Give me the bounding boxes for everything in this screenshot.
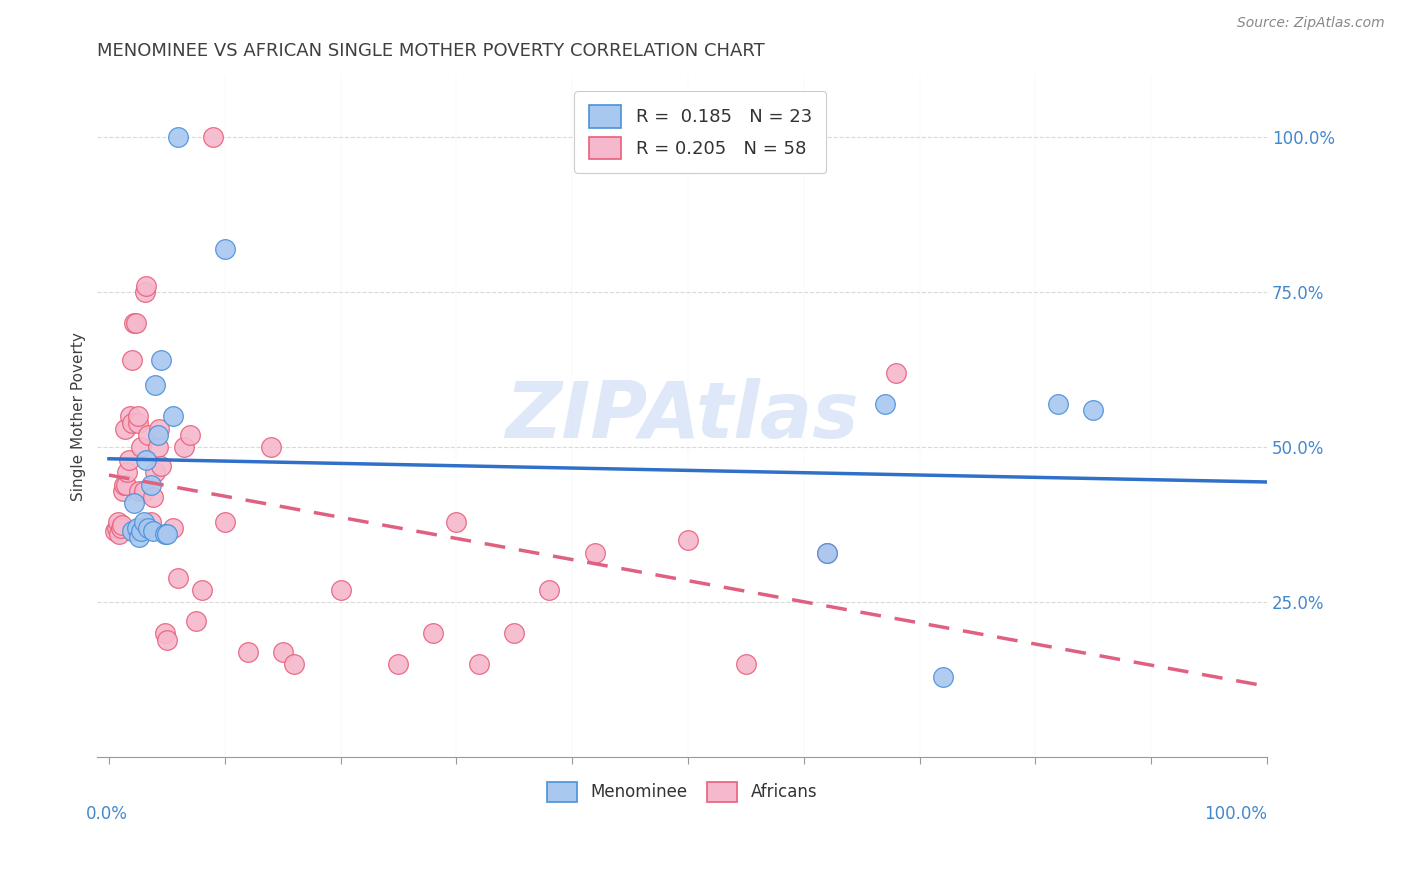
Point (1083, 403, 1105, 417)
Point (167, 570, 190, 584)
Point (107, 515, 129, 529)
Point (112, 477, 135, 491)
Point (134, 285, 156, 300)
Point (127, 409, 149, 424)
Point (121, 353, 143, 368)
Point (886, 366, 908, 380)
Point (131, 524, 153, 538)
Point (125, 521, 148, 535)
Text: ZIPAtlas: ZIPAtlas (505, 378, 859, 454)
Point (202, 130, 225, 145)
Point (136, 521, 159, 535)
Point (173, 440, 195, 454)
Point (111, 517, 134, 532)
Point (873, 397, 896, 411)
Point (179, 428, 201, 442)
Point (105, 521, 128, 535)
Point (214, 515, 236, 529)
Point (283, 657, 305, 672)
Point (150, 353, 173, 368)
Point (156, 527, 179, 541)
Point (468, 657, 491, 672)
Point (184, 614, 207, 628)
Point (142, 524, 165, 538)
Point (127, 416, 149, 430)
Point (676, 533, 699, 548)
Point (136, 428, 159, 442)
Point (236, 645, 259, 659)
Text: 0.0%: 0.0% (86, 805, 128, 823)
Point (1047, 397, 1070, 411)
Point (162, 521, 184, 535)
Point (121, 524, 143, 538)
Point (117, 452, 139, 467)
Point (153, 626, 176, 640)
Point (167, 130, 190, 145)
Point (734, 657, 756, 672)
Point (260, 440, 283, 454)
Point (162, 409, 184, 424)
Point (124, 316, 146, 330)
Point (104, 524, 127, 538)
Point (139, 515, 162, 529)
Point (422, 626, 444, 640)
Point (128, 530, 150, 544)
Point (142, 490, 165, 504)
Point (143, 378, 166, 392)
Point (387, 657, 409, 672)
Point (114, 422, 136, 436)
Point (139, 477, 162, 491)
Point (117, 465, 139, 479)
Point (815, 546, 838, 560)
Point (503, 626, 526, 640)
Point (148, 422, 170, 436)
Legend: Menominee, Africans: Menominee, Africans (538, 773, 825, 811)
Text: Source: ZipAtlas.com: Source: ZipAtlas.com (1237, 16, 1385, 30)
Point (446, 515, 468, 529)
Point (131, 440, 153, 454)
Point (214, 242, 236, 256)
Point (124, 316, 146, 330)
Y-axis label: Single Mother Poverty: Single Mother Poverty (72, 332, 86, 500)
Point (537, 582, 560, 597)
Point (124, 496, 146, 510)
Point (150, 458, 173, 473)
Point (129, 521, 152, 535)
Point (190, 582, 212, 597)
Point (153, 527, 176, 541)
Point (132, 483, 155, 498)
Point (108, 527, 131, 541)
Point (128, 483, 150, 498)
Point (111, 483, 134, 498)
Point (931, 670, 953, 684)
Point (146, 428, 169, 442)
Point (135, 452, 157, 467)
Text: MENOMINEE VS AFRICAN SINGLE MOTHER POVERTY CORRELATION CHART: MENOMINEE VS AFRICAN SINGLE MOTHER POVER… (97, 42, 765, 60)
Point (156, 632, 179, 647)
Point (132, 515, 155, 529)
Point (135, 279, 157, 293)
Point (329, 582, 352, 597)
Point (271, 645, 294, 659)
Point (146, 440, 169, 454)
Point (118, 409, 141, 424)
Point (815, 546, 838, 560)
Point (121, 416, 143, 430)
Point (115, 477, 138, 491)
Text: 100.0%: 100.0% (1204, 805, 1267, 823)
Point (110, 521, 132, 535)
Point (583, 546, 606, 560)
Point (143, 465, 166, 479)
